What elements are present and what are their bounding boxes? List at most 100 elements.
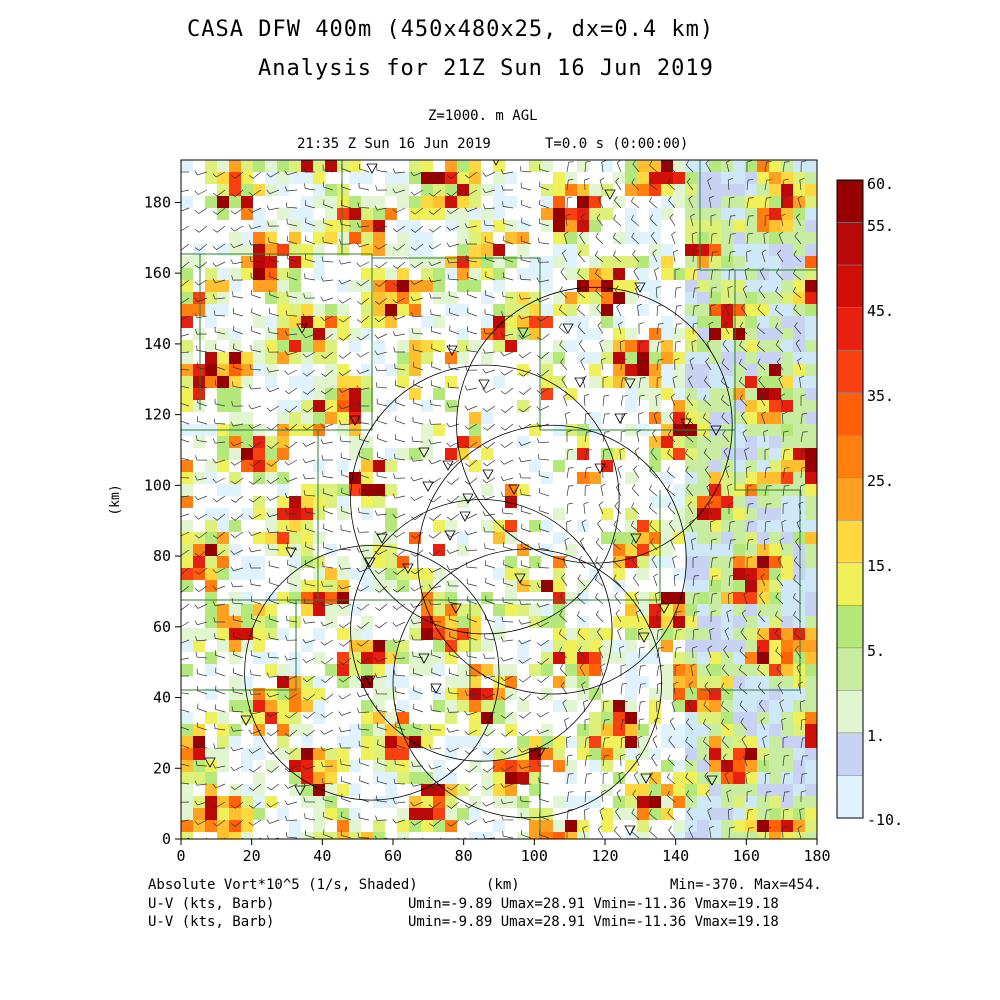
vorticity-cell	[493, 304, 505, 316]
vorticity-cell	[289, 700, 301, 712]
wind-barb	[393, 670, 406, 677]
vorticity-cell	[745, 532, 757, 544]
vorticity-cell	[781, 388, 793, 400]
wind-barb	[584, 484, 591, 497]
wind-barb	[393, 778, 406, 785]
wind-barb	[601, 789, 607, 803]
vorticity-cell	[625, 172, 637, 184]
vorticity-cell	[733, 208, 745, 220]
vorticity-cell	[757, 496, 769, 508]
vorticity-cell	[277, 628, 289, 640]
vorticity-cell	[709, 556, 721, 568]
wind-barb	[374, 333, 388, 339]
vorticity-cell	[793, 784, 805, 796]
wind-barb	[464, 171, 478, 179]
vorticity-cell	[385, 724, 397, 736]
vorticity-cell	[745, 712, 757, 724]
vorticity-cell	[313, 604, 325, 616]
vorticity-cell	[733, 676, 745, 688]
vorticity-cell	[769, 820, 781, 832]
vorticity-cell	[241, 196, 253, 208]
wind-barb	[800, 412, 808, 425]
wind-barb	[631, 556, 640, 569]
vorticity-cell	[793, 220, 805, 232]
wind-barb	[537, 562, 550, 569]
vorticity-cell	[709, 796, 721, 808]
vorticity-cell	[721, 208, 733, 220]
vorticity-cell	[445, 592, 457, 604]
vorticity-cell	[277, 328, 289, 340]
colorbar-segment	[836, 647, 864, 691]
wind-barb	[764, 772, 771, 785]
vorticity-cell	[697, 760, 709, 772]
vorticity-cell	[649, 292, 661, 304]
vorticity-cell	[565, 796, 577, 808]
vorticity-cell	[409, 196, 421, 208]
wind-barb	[212, 225, 226, 233]
vorticity-cell	[553, 592, 565, 604]
vorticity-cell	[433, 196, 445, 208]
vorticity-cell	[181, 832, 193, 839]
vorticity-cell	[361, 328, 373, 340]
vorticity-cell	[397, 700, 409, 712]
vorticity-cell	[685, 760, 697, 772]
vorticity-cell	[469, 268, 481, 280]
vorticity-cell	[301, 520, 313, 532]
wind-barb	[672, 249, 679, 263]
vorticity-cell	[421, 184, 433, 196]
vorticity-cell	[769, 256, 781, 268]
vorticity-cell	[241, 568, 253, 580]
vorticity-cell	[601, 700, 613, 712]
wind-barb	[703, 376, 712, 389]
wind-barb	[410, 279, 424, 285]
vorticity-cell	[229, 544, 241, 556]
vorticity-cell	[289, 400, 301, 412]
uv-stats-1: Umin=-9.89 Umax=28.91 Vmin=-11.36 Vmax=1…	[408, 896, 779, 912]
vorticity-cell	[697, 568, 709, 580]
vorticity-cell	[601, 784, 613, 796]
vorticity-cell	[757, 664, 769, 676]
wind-barb	[341, 505, 352, 515]
vorticity-cell	[781, 676, 793, 688]
vorticity-cell	[769, 772, 781, 784]
vorticity-cell	[697, 388, 709, 400]
vorticity-cell	[529, 292, 541, 304]
vorticity-cell	[589, 268, 601, 280]
wind-barb	[392, 513, 406, 519]
vorticity-cell	[373, 832, 385, 839]
vorticity-cell	[217, 484, 229, 496]
vorticity-cell	[805, 700, 817, 712]
vorticity-cell	[721, 484, 733, 496]
vorticity-cell	[649, 784, 661, 796]
vorticity-cell	[529, 784, 541, 796]
wind-barb	[429, 724, 442, 731]
vorticity-cell	[277, 472, 289, 484]
vorticity-cell	[637, 724, 649, 736]
vorticity-cell	[541, 376, 553, 388]
station-marker	[482, 469, 494, 480]
radar-range-rings	[244, 286, 733, 819]
wind-barb	[374, 205, 388, 211]
wind-barb	[728, 557, 736, 569]
vorticity-cell	[649, 532, 661, 544]
wind-barb	[746, 521, 754, 533]
wind-barb	[338, 279, 352, 285]
vorticity-cell	[337, 628, 349, 640]
vorticity-cell	[805, 280, 817, 292]
vorticity-cell	[301, 376, 313, 388]
wind-barb	[672, 555, 678, 569]
vorticity-cell	[505, 304, 517, 316]
wind-barb	[688, 825, 694, 839]
vorticity-cell	[565, 628, 577, 640]
vorticity-cell	[265, 328, 277, 340]
vorticity-cell	[313, 820, 325, 832]
vorticity-cell	[625, 208, 637, 220]
wind-barb	[704, 771, 712, 785]
wind-barb	[194, 475, 208, 481]
vorticity-cell	[721, 412, 733, 424]
wind-barb	[601, 160, 607, 173]
vorticity-cell	[481, 688, 493, 700]
vorticity-cell	[181, 568, 193, 580]
vorticity-cell	[661, 364, 673, 376]
vorticity-cell	[205, 268, 217, 280]
